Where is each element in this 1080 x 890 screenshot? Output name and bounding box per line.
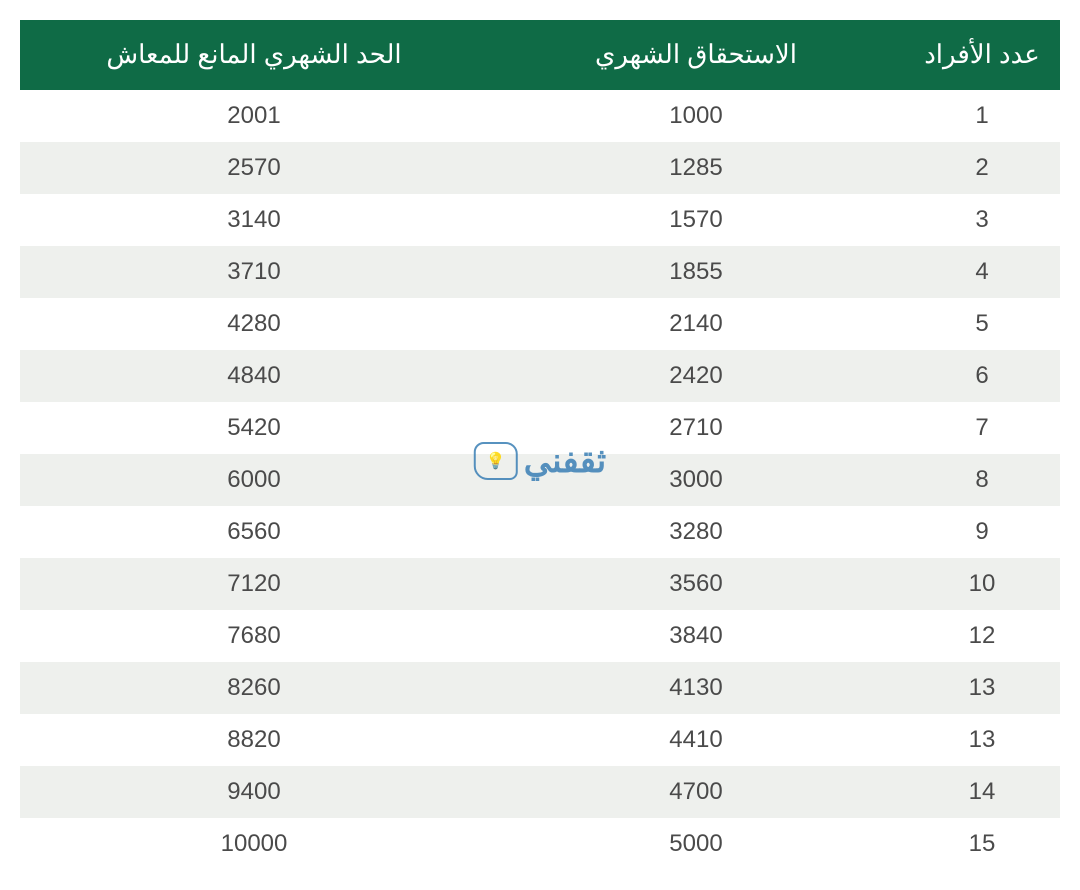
cell-limit: 10000: [20, 818, 488, 870]
cell-limit: 6560: [20, 506, 488, 558]
table-row: 727105420: [20, 402, 1060, 454]
cell-monthly: 4410: [488, 714, 904, 766]
cell-count: 13: [904, 714, 1060, 766]
cell-limit: 8820: [20, 714, 488, 766]
table-row: 110002001: [20, 90, 1060, 142]
table-row: 1238407680: [20, 610, 1060, 662]
cell-count: 12: [904, 610, 1060, 662]
table-row: 1344108820: [20, 714, 1060, 766]
table-row: 315703140: [20, 194, 1060, 246]
cell-count: 14: [904, 766, 1060, 818]
table-row: 418553710: [20, 246, 1060, 298]
cell-monthly: 2140: [488, 298, 904, 350]
cell-count: 8: [904, 454, 1060, 506]
cell-count: 13: [904, 662, 1060, 714]
table-row: 212852570: [20, 142, 1060, 194]
table-row: 830006000: [20, 454, 1060, 506]
pension-table: عدد الأفراد الاستحقاق الشهري الحد الشهري…: [20, 20, 1060, 870]
cell-monthly: 5000: [488, 818, 904, 870]
cell-count: 7: [904, 402, 1060, 454]
table-row: 1035607120: [20, 558, 1060, 610]
cell-limit: 9400: [20, 766, 488, 818]
cell-limit: 4840: [20, 350, 488, 402]
cell-limit: 6000: [20, 454, 488, 506]
table-row: 15500010000: [20, 818, 1060, 870]
table-body: 1100020012128525703157031404185537105214…: [20, 90, 1060, 870]
cell-monthly: 3560: [488, 558, 904, 610]
table-header-row: عدد الأفراد الاستحقاق الشهري الحد الشهري…: [20, 20, 1060, 90]
cell-monthly: 1000: [488, 90, 904, 142]
table-wrapper: عدد الأفراد الاستحقاق الشهري الحد الشهري…: [20, 20, 1060, 870]
cell-limit: 2570: [20, 142, 488, 194]
header-count: عدد الأفراد: [904, 20, 1060, 90]
cell-count: 15: [904, 818, 1060, 870]
cell-monthly: 3280: [488, 506, 904, 558]
cell-limit: 3140: [20, 194, 488, 246]
cell-count: 1: [904, 90, 1060, 142]
table-row: 932806560: [20, 506, 1060, 558]
cell-monthly: 4700: [488, 766, 904, 818]
cell-monthly: 3000: [488, 454, 904, 506]
header-monthly: الاستحقاق الشهري: [488, 20, 904, 90]
cell-count: 6: [904, 350, 1060, 402]
cell-limit: 2001: [20, 90, 488, 142]
cell-count: 10: [904, 558, 1060, 610]
table-row: 1447009400: [20, 766, 1060, 818]
cell-count: 4: [904, 246, 1060, 298]
cell-count: 2: [904, 142, 1060, 194]
cell-monthly: 2710: [488, 402, 904, 454]
cell-limit: 7120: [20, 558, 488, 610]
cell-limit: 7680: [20, 610, 488, 662]
cell-monthly: 4130: [488, 662, 904, 714]
cell-monthly: 1285: [488, 142, 904, 194]
cell-limit: 4280: [20, 298, 488, 350]
table-row: 1341308260: [20, 662, 1060, 714]
cell-monthly: 3840: [488, 610, 904, 662]
cell-monthly: 2420: [488, 350, 904, 402]
table-row: 624204840: [20, 350, 1060, 402]
cell-count: 9: [904, 506, 1060, 558]
cell-monthly: 1570: [488, 194, 904, 246]
cell-count: 3: [904, 194, 1060, 246]
table-row: 521404280: [20, 298, 1060, 350]
pension-table-container: عدد الأفراد الاستحقاق الشهري الحد الشهري…: [20, 20, 1060, 870]
cell-limit: 8260: [20, 662, 488, 714]
cell-count: 5: [904, 298, 1060, 350]
header-limit: الحد الشهري المانع للمعاش: [20, 20, 488, 90]
cell-monthly: 1855: [488, 246, 904, 298]
cell-limit: 3710: [20, 246, 488, 298]
cell-limit: 5420: [20, 402, 488, 454]
